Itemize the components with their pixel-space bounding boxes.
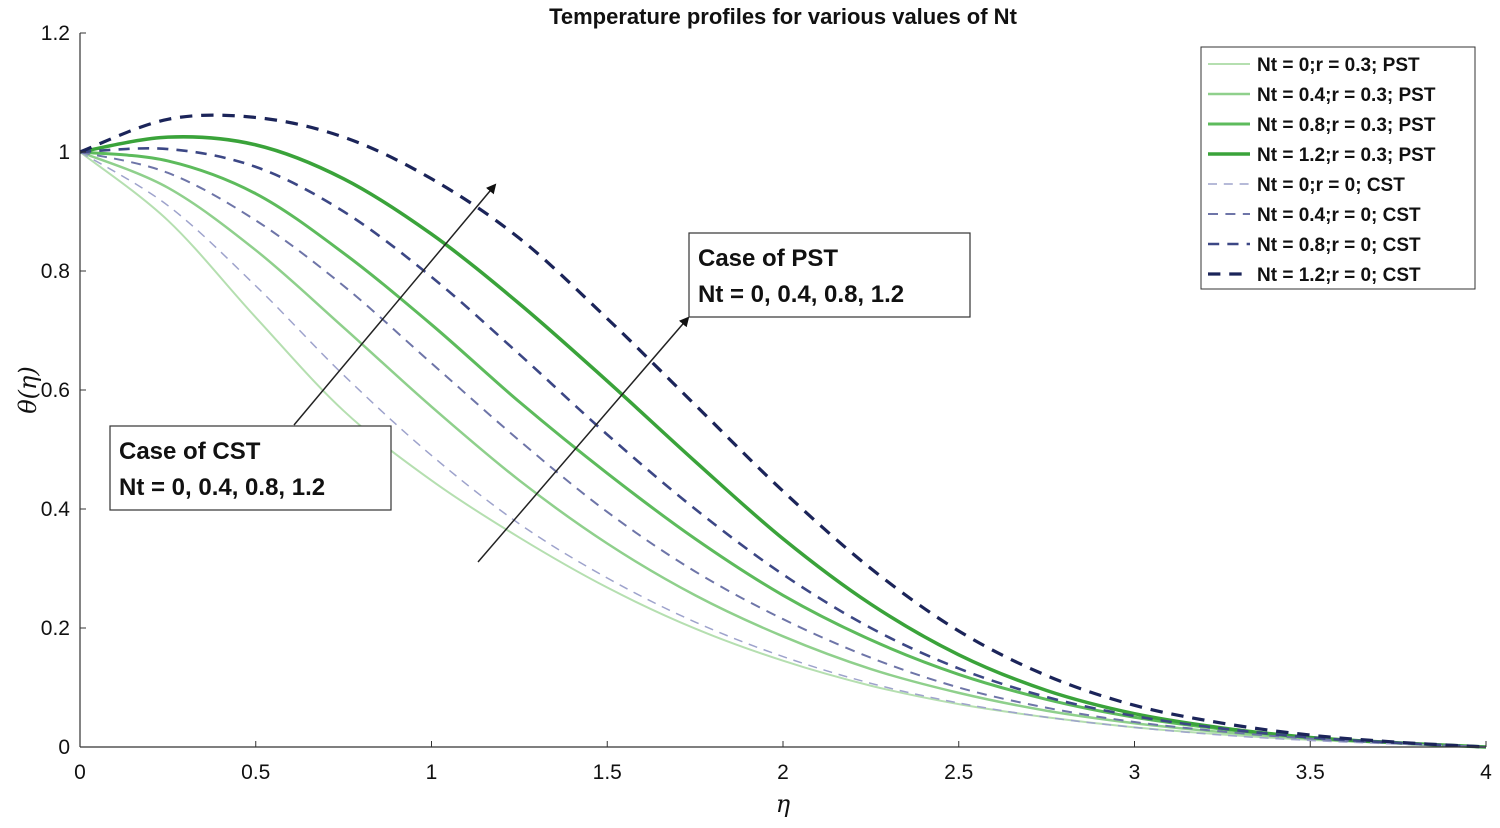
- ticks-layer: 0 0.5 1 1.5 2 2.5 3 3.5 4 0 0.2 0.4 0.6 0.8 1 1.2: [41, 22, 1492, 784]
- x-tick-label: 0.5: [241, 761, 270, 784]
- x-tick-label: 3.5: [1296, 761, 1325, 784]
- annotation-cst-box: [109, 425, 392, 511]
- series-layer: [79, 113, 1487, 749]
- y-tick-label: 0.6: [41, 379, 70, 402]
- legend-label-6: Nt = 0.4;r = 0; CST: [1257, 205, 1421, 226]
- chart-title: Temperature profiles for various values …: [549, 4, 1017, 29]
- legend-label-7: Nt = 0.8;r = 0; CST: [1257, 235, 1421, 256]
- y-tick-label: 0: [58, 736, 70, 759]
- series-line-6: [79, 151, 1487, 748]
- legend-box: [1200, 46, 1476, 290]
- series-line-7: [79, 147, 1487, 749]
- y-tick-label: 0.4: [41, 498, 71, 521]
- annotation-cst: Case of CST Nt = 0, 0.4, 0.8, 1.2: [109, 183, 497, 511]
- x-tick-label: 3: [1129, 761, 1141, 784]
- legend-label-3: Nt = 0.8;r = 0.3; PST: [1257, 115, 1436, 136]
- legend-label-8: Nt = 1.2;r = 0; CST: [1257, 265, 1421, 286]
- y-tick-label: 0.2: [41, 617, 70, 640]
- annotation-cst-values: Nt = 0, 0.4, 0.8, 1.2: [119, 474, 325, 501]
- annotation-pst: Case of PST Nt = 0, 0.4, 0.8, 1.2: [477, 232, 971, 563]
- x-tick-label: 1.5: [593, 761, 622, 784]
- x-tick-label: 0: [74, 761, 86, 784]
- x-axis-label: η: [776, 790, 791, 818]
- legend: Nt = 0;r = 0.3; PST Nt = 0.4;r = 0.3; PST…: [1200, 46, 1476, 290]
- series-line-8: [79, 113, 1487, 749]
- x-tick-label: 2: [777, 761, 789, 784]
- y-tick-label: 1: [58, 141, 70, 164]
- annotation-cst-title: Case of CST: [119, 438, 261, 465]
- legend-label-1: Nt = 0;r = 0.3; PST: [1257, 55, 1420, 76]
- series-line-5: [79, 151, 1487, 748]
- legend-label-5: Nt = 0;r = 0; CST: [1257, 175, 1405, 196]
- legend-label-4: Nt = 1.2;r = 0.3; PST: [1257, 145, 1436, 166]
- annotation-pst-arrow: [477, 316, 690, 563]
- y-axis-label: θ(η): [14, 366, 42, 414]
- y-tick-label: 1.2: [41, 22, 70, 45]
- y-tick-label: 0.8: [41, 260, 70, 283]
- annotation-pst-title: Case of PST: [698, 245, 838, 272]
- annotation-pst-box: [688, 232, 971, 318]
- annotation-pst-values: Nt = 0, 0.4, 0.8, 1.2: [698, 281, 904, 308]
- annotation-cst-arrow: [293, 183, 497, 426]
- legend-label-2: Nt = 0.4;r = 0.3; PST: [1257, 85, 1436, 106]
- x-tick-label: 2.5: [944, 761, 973, 784]
- x-tick-label: 1: [426, 761, 438, 784]
- x-tick-label: 4: [1480, 761, 1492, 784]
